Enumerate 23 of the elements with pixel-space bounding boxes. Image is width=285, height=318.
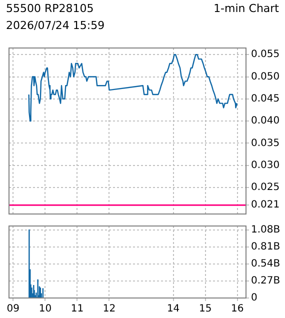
x-tick-label: 10 — [38, 304, 52, 315]
y-tick-label: 0.030 — [251, 160, 280, 171]
y-tick-label: 0.025 — [251, 182, 280, 194]
y-tick-label: 0.81B — [251, 241, 280, 252]
text: 2026/07/24 15:59 — [6, 19, 105, 32]
x-tick-label: 15 — [198, 304, 212, 315]
y-tick-label: 0 — [251, 292, 258, 304]
y-tick-label: 0.045 — [251, 94, 280, 104]
y-tick-label: 0.021 — [251, 200, 280, 211]
x-tick-label: 12 — [102, 304, 116, 315]
x-tick-label: 14 — [166, 304, 180, 315]
x-tick-label: 11 — [70, 304, 84, 315]
chart-title: 55500 RP28105 — [6, 2, 94, 15]
x-tick-label: 16 — [230, 304, 244, 315]
y-tick-label: 0.54B — [251, 258, 280, 270]
chart-subtitle: 1-min Chart — [214, 2, 279, 15]
y-tick-label: 0.055 — [251, 49, 280, 60]
y-tick-label: 0.035 — [251, 138, 280, 149]
y-tick-label: 0.050 — [251, 71, 280, 82]
y-tick-label: 1.08B — [251, 224, 280, 236]
y-tick-label: 0.27B — [251, 276, 280, 287]
y-tick-label: 0.040 — [251, 116, 280, 127]
x-tick-label: 09 — [6, 304, 20, 315]
